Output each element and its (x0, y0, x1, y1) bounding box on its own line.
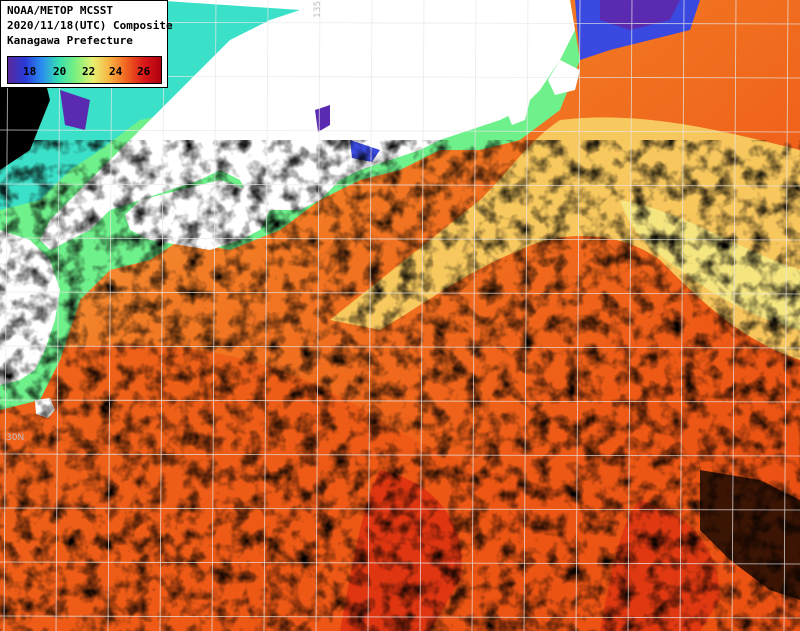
meridian-line (471, 0, 477, 631)
parallel-line (0, 561, 800, 565)
title-date: 2020/11/18(UTC) Composite (7, 19, 173, 32)
meridian-line (523, 0, 529, 631)
scale-tick-24: 24 (109, 65, 123, 78)
meridian-line (315, 0, 321, 631)
parallel-line (0, 399, 800, 403)
legend-box: NOAA/METOP MCSST 2020/11/18(UTC) Composi… (0, 0, 173, 88)
land-izu (505, 90, 530, 125)
meridian-line (263, 0, 269, 631)
meridian-line (211, 0, 217, 631)
scale-tick-22: 22 (82, 65, 96, 78)
meridian-line (367, 0, 373, 631)
parallel-line (0, 615, 800, 619)
scale-tick-26: 26 (137, 65, 151, 78)
parallel-line (0, 129, 800, 133)
parallel-line (0, 183, 800, 187)
meridian-line (107, 0, 113, 631)
title-source: NOAA/METOP MCSST (7, 4, 113, 17)
meridian-line (159, 0, 165, 631)
meridian-line (679, 0, 685, 631)
cloud-southeast (700, 470, 800, 600)
scale-tick-18: 18 (23, 65, 37, 78)
title-region: Kanagawa Prefecture (7, 34, 133, 47)
parallel-line (0, 291, 800, 295)
cold-patch-west (60, 90, 90, 130)
cloud-mask (0, 140, 800, 631)
cold-patch-islands (315, 105, 330, 132)
lon-label: 135E (313, 0, 323, 18)
lat-label: 30N (6, 433, 24, 443)
parallel-line (0, 507, 800, 511)
parallel-line (0, 345, 800, 349)
meridian-line (783, 0, 789, 631)
meridian-line (3, 0, 9, 631)
scale-tick-20: 20 (53, 65, 67, 78)
parallel-line (0, 237, 800, 241)
meridian-line (55, 0, 61, 631)
meridian-line (731, 0, 737, 631)
cold-water-northeast-2 (600, 0, 680, 30)
parallel-line (0, 453, 800, 457)
meridian-line (419, 0, 425, 631)
meridian-line (575, 0, 581, 631)
meridian-line (627, 0, 633, 631)
color-scale-bar: 18 20 22 24 26 (7, 56, 162, 84)
